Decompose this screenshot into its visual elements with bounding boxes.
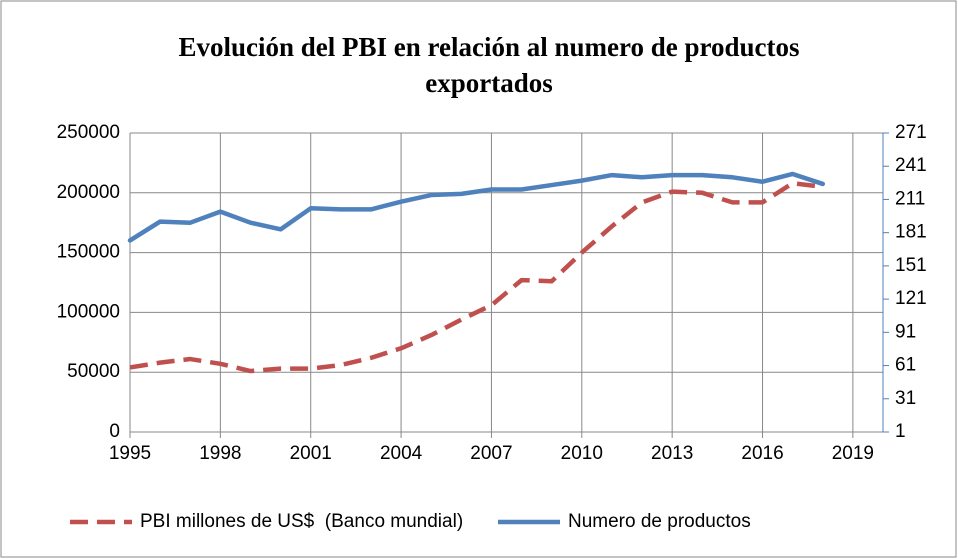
legend-label: PBI millones de US$ (Banco mundial) [140,511,463,532]
chart-title: exportados [425,68,553,98]
series-line [127,171,826,243]
y2-tick-label: 181 [895,222,927,243]
y2-tick-label: 241 [895,155,927,176]
y-tick-label: 0 [109,421,120,442]
x-tick-label: 1995 [109,443,151,464]
legend-label: Numero de productos [568,511,751,532]
x-tick-label: 2007 [470,443,512,464]
x-tick-label: 2010 [561,443,603,464]
x-tick-label: 1998 [199,443,241,464]
x-tick-label: 2019 [832,443,874,464]
y2-tick-label: 1 [895,421,906,442]
y2-tick-label: 121 [895,288,927,309]
y2-tick-label: 151 [895,255,927,276]
y2-tick-label: 211 [895,188,925,209]
y2-tick-label: 271 [895,122,927,143]
y-tick-label: 250000 [57,122,120,143]
chart-title: Evolución del PBI en relación al numero … [178,32,799,62]
x-tick-label: 2001 [290,443,332,464]
y-tick-label: 100000 [57,301,120,322]
y2-tick-label: 61 [895,355,916,376]
y2-tick-label: 91 [895,321,916,342]
y2-tick-label: 31 [895,388,916,409]
series-line [129,180,824,374]
y-tick-label: 150000 [57,242,120,263]
x-tick-label: 2004 [380,443,423,464]
x-tick-label: 2013 [651,443,693,464]
x-tick-label: 2016 [741,443,783,464]
y-tick-label: 50000 [67,361,120,382]
y-tick-label: 200000 [57,182,120,203]
